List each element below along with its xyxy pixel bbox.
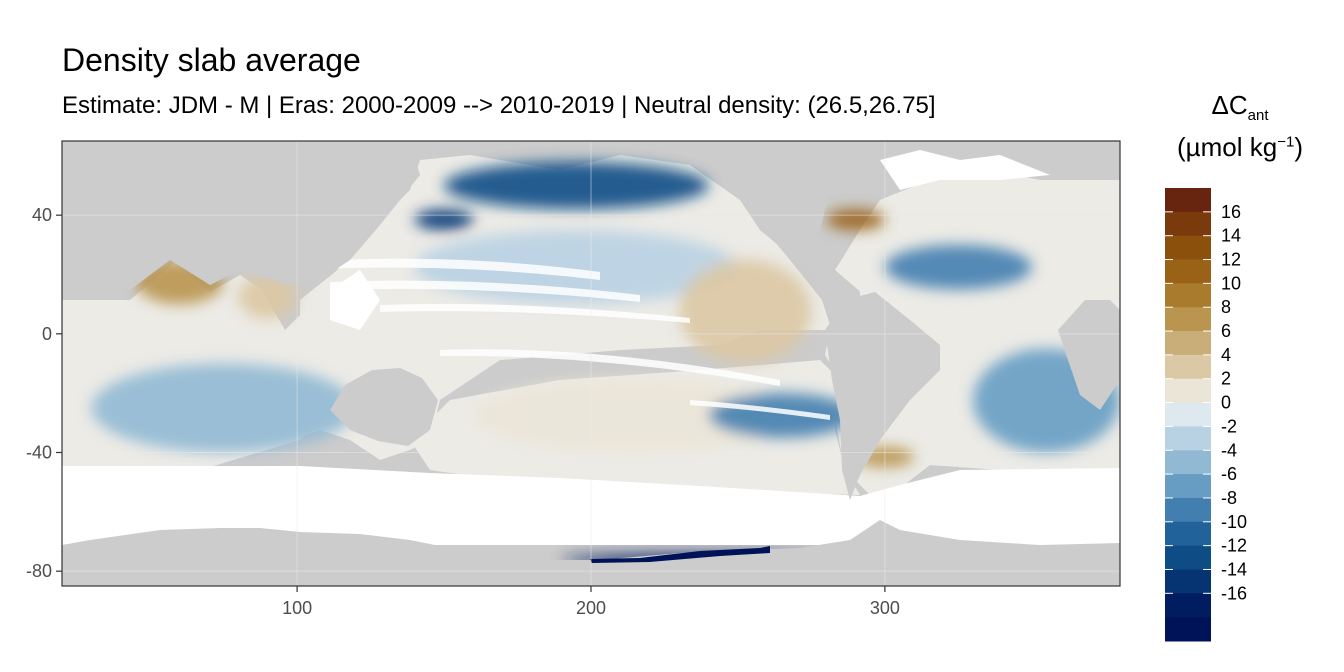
antarctica <box>62 520 1120 586</box>
anomaly-region-0 <box>444 161 709 210</box>
colorbar-swatch-10 <box>1165 426 1211 451</box>
x-tick-label-1: 200 <box>576 598 606 618</box>
colorbar-swatch-17 <box>1165 593 1211 618</box>
anomaly-region-7 <box>473 378 797 453</box>
colorbar-label-4: 8 <box>1221 297 1231 317</box>
y-tick-label-1: 0 <box>42 324 52 344</box>
antarctic-margin-signal <box>590 546 770 563</box>
colorbar-label-14: -12 <box>1221 536 1247 556</box>
colorbar-swatch-7 <box>1165 354 1211 380</box>
europe-west <box>1060 141 1120 170</box>
colorbar-swatch-8 <box>1165 378 1211 404</box>
anomaly-region-1 <box>414 209 474 230</box>
colorbar-label-11: -6 <box>1221 464 1237 484</box>
anomaly-region-3 <box>679 259 812 364</box>
colorbar-swatch-15 <box>1165 545 1211 570</box>
colorbar-swatch-0 <box>1165 188 1211 213</box>
colorbar-label-5: 6 <box>1221 321 1231 341</box>
colorbar-swatch-13 <box>1165 497 1211 523</box>
ocean-field <box>62 141 1120 586</box>
colorbar-label-2: 12 <box>1221 250 1241 270</box>
colorbar-label-6: 4 <box>1221 345 1231 365</box>
gridlines <box>62 141 1120 586</box>
legend-title-quantity: ΔCant <box>1211 90 1269 125</box>
anomaly-region-10 <box>826 209 885 230</box>
colorbar-legend: 16 14 12 10 8 6 4 2 0 -2 -4 -6 -8 -10 -12 -14 -16 <box>1165 188 1247 642</box>
australia <box>330 368 438 446</box>
y-tick-label-2: -40 <box>26 443 52 463</box>
colorbar-label-12: -8 <box>1221 488 1237 508</box>
colorbar-label-7: 2 <box>1221 369 1231 389</box>
legend-title-unit: (µmol kg−1) <box>1177 131 1303 162</box>
central-america <box>720 141 830 255</box>
colorbar-swatch-1 <box>1165 211 1211 237</box>
colorbar-swatch-11 <box>1165 450 1211 475</box>
x-tick-label-0: 100 <box>282 598 312 618</box>
chart-subtitle: Estimate: JDM - M | Eras: 2000-2009 --> … <box>62 92 936 119</box>
colorbar-swatch-2 <box>1165 235 1211 261</box>
land-nodata <box>62 150 1050 480</box>
colorbar-label-15: -14 <box>1221 559 1247 579</box>
chart-title: Density slab average <box>62 42 361 78</box>
colorbar-swatch-16 <box>1165 569 1211 594</box>
south-america <box>825 292 940 500</box>
colorbar-swatch-14 <box>1165 521 1211 547</box>
y-tick-label-3: -80 <box>26 561 52 581</box>
anomaly-region-11 <box>884 244 1032 290</box>
colorbar-swatch-5 <box>1165 307 1211 332</box>
y-tick-label-0: 40 <box>32 205 52 225</box>
colorbar-label-10: -4 <box>1221 440 1237 460</box>
x-tick-label-2: 300 <box>870 598 900 618</box>
colorbar-label-16: -16 <box>1221 583 1247 603</box>
anomaly-region-6 <box>91 363 356 453</box>
colorbar-swatch-3 <box>1165 259 1211 284</box>
colorbar-swatch-9 <box>1165 402 1211 427</box>
colorbar-label-0: 16 <box>1221 202 1241 222</box>
colorbar-label-8: 0 <box>1221 393 1231 413</box>
colorbar-label-1: 14 <box>1221 226 1241 246</box>
colorbar-swatch-12 <box>1165 474 1211 499</box>
colorbar-swatch-4 <box>1165 283 1211 308</box>
legend-title: ΔCant (µmol kg−1) <box>1160 86 1320 167</box>
anomaly-region-8 <box>708 393 856 438</box>
no-data-streaks <box>300 258 830 420</box>
colorbar-label-9: -2 <box>1221 416 1237 436</box>
colorbar-swatch-6 <box>1165 331 1211 356</box>
anomaly-region-5 <box>238 274 298 319</box>
africa <box>1058 300 1120 410</box>
colorbar-label-13: -10 <box>1221 512 1247 532</box>
colorbar-swatch-18 <box>1165 617 1211 642</box>
colorbar-label-3: 10 <box>1221 273 1241 293</box>
